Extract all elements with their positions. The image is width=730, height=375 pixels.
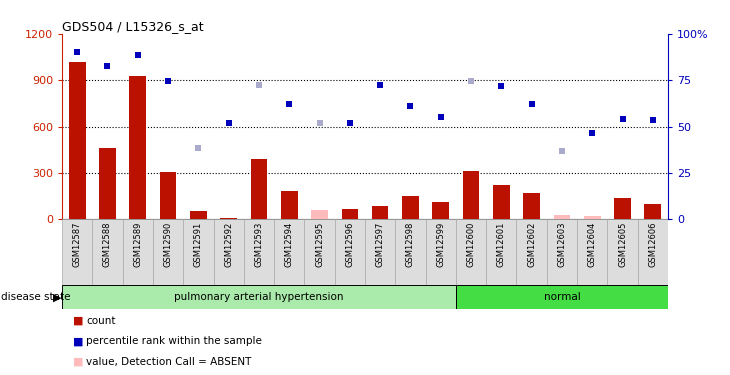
Text: GSM12604: GSM12604 (588, 221, 596, 267)
Text: GSM12598: GSM12598 (406, 221, 415, 267)
Bar (638, 219, 668, 285)
Bar (281, 191, 298, 219)
Text: ■: ■ (73, 336, 83, 346)
Text: GSM12601: GSM12601 (497, 221, 506, 267)
Bar (129, 75, 146, 219)
Text: ■: ■ (73, 316, 83, 326)
Bar (607, 219, 638, 285)
Text: GDS504 / L15326_s_at: GDS504 / L15326_s_at (62, 20, 204, 33)
Text: count: count (86, 316, 115, 326)
Bar (523, 193, 540, 219)
Bar (426, 219, 456, 285)
Text: GSM12588: GSM12588 (103, 221, 112, 267)
Text: GSM12592: GSM12592 (224, 221, 233, 267)
Bar (62, 219, 93, 285)
Bar (220, 218, 237, 219)
Bar (547, 219, 577, 285)
Text: GSM12595: GSM12595 (315, 221, 324, 267)
Bar (456, 285, 668, 309)
Bar (214, 219, 244, 285)
Bar (244, 219, 274, 285)
Text: normal: normal (544, 292, 580, 302)
Bar (584, 216, 601, 219)
Bar (190, 211, 207, 219)
Bar (396, 219, 426, 285)
Bar (365, 219, 396, 285)
Bar (614, 198, 631, 219)
Bar (311, 210, 328, 219)
Text: value, Detection Call = ABSENT: value, Detection Call = ABSENT (86, 357, 252, 367)
Text: GSM12600: GSM12600 (466, 221, 475, 267)
Bar (372, 206, 388, 219)
Bar (486, 219, 517, 285)
Text: disease state: disease state (1, 292, 70, 302)
Text: GSM12603: GSM12603 (558, 221, 566, 267)
Text: GSM12602: GSM12602 (527, 221, 536, 267)
Text: GSM12591: GSM12591 (194, 221, 203, 267)
Bar (456, 219, 486, 285)
Bar (553, 215, 570, 219)
Text: GSM12589: GSM12589 (134, 221, 142, 267)
Text: GSM12596: GSM12596 (345, 221, 354, 267)
Bar (123, 219, 153, 285)
Bar (250, 159, 267, 219)
Text: GSM12599: GSM12599 (437, 221, 445, 267)
Bar (274, 219, 304, 285)
Bar (99, 148, 116, 219)
Bar (304, 219, 335, 285)
Bar (342, 209, 358, 219)
Bar (517, 219, 547, 285)
Bar (183, 219, 214, 285)
Text: pulmonary arterial hypertension: pulmonary arterial hypertension (174, 292, 344, 302)
Text: ■: ■ (73, 357, 83, 367)
Text: GSM12590: GSM12590 (164, 221, 172, 267)
Text: GSM12587: GSM12587 (73, 221, 82, 267)
Bar (62, 285, 456, 309)
Text: GSM12594: GSM12594 (285, 221, 293, 267)
Bar (160, 172, 177, 219)
Bar (432, 202, 449, 219)
Text: GSM12606: GSM12606 (648, 221, 657, 267)
Bar (69, 62, 85, 219)
Text: GSM12605: GSM12605 (618, 221, 627, 267)
Text: ▶: ▶ (53, 292, 62, 302)
Bar (335, 219, 365, 285)
Bar (577, 219, 607, 285)
Bar (402, 196, 419, 219)
Text: percentile rank within the sample: percentile rank within the sample (86, 336, 262, 346)
Bar (93, 219, 123, 285)
Bar (493, 185, 510, 219)
Text: GSM12593: GSM12593 (255, 221, 264, 267)
Bar (153, 219, 183, 285)
Bar (645, 204, 661, 219)
Bar (463, 171, 480, 219)
Text: GSM12597: GSM12597 (376, 221, 385, 267)
